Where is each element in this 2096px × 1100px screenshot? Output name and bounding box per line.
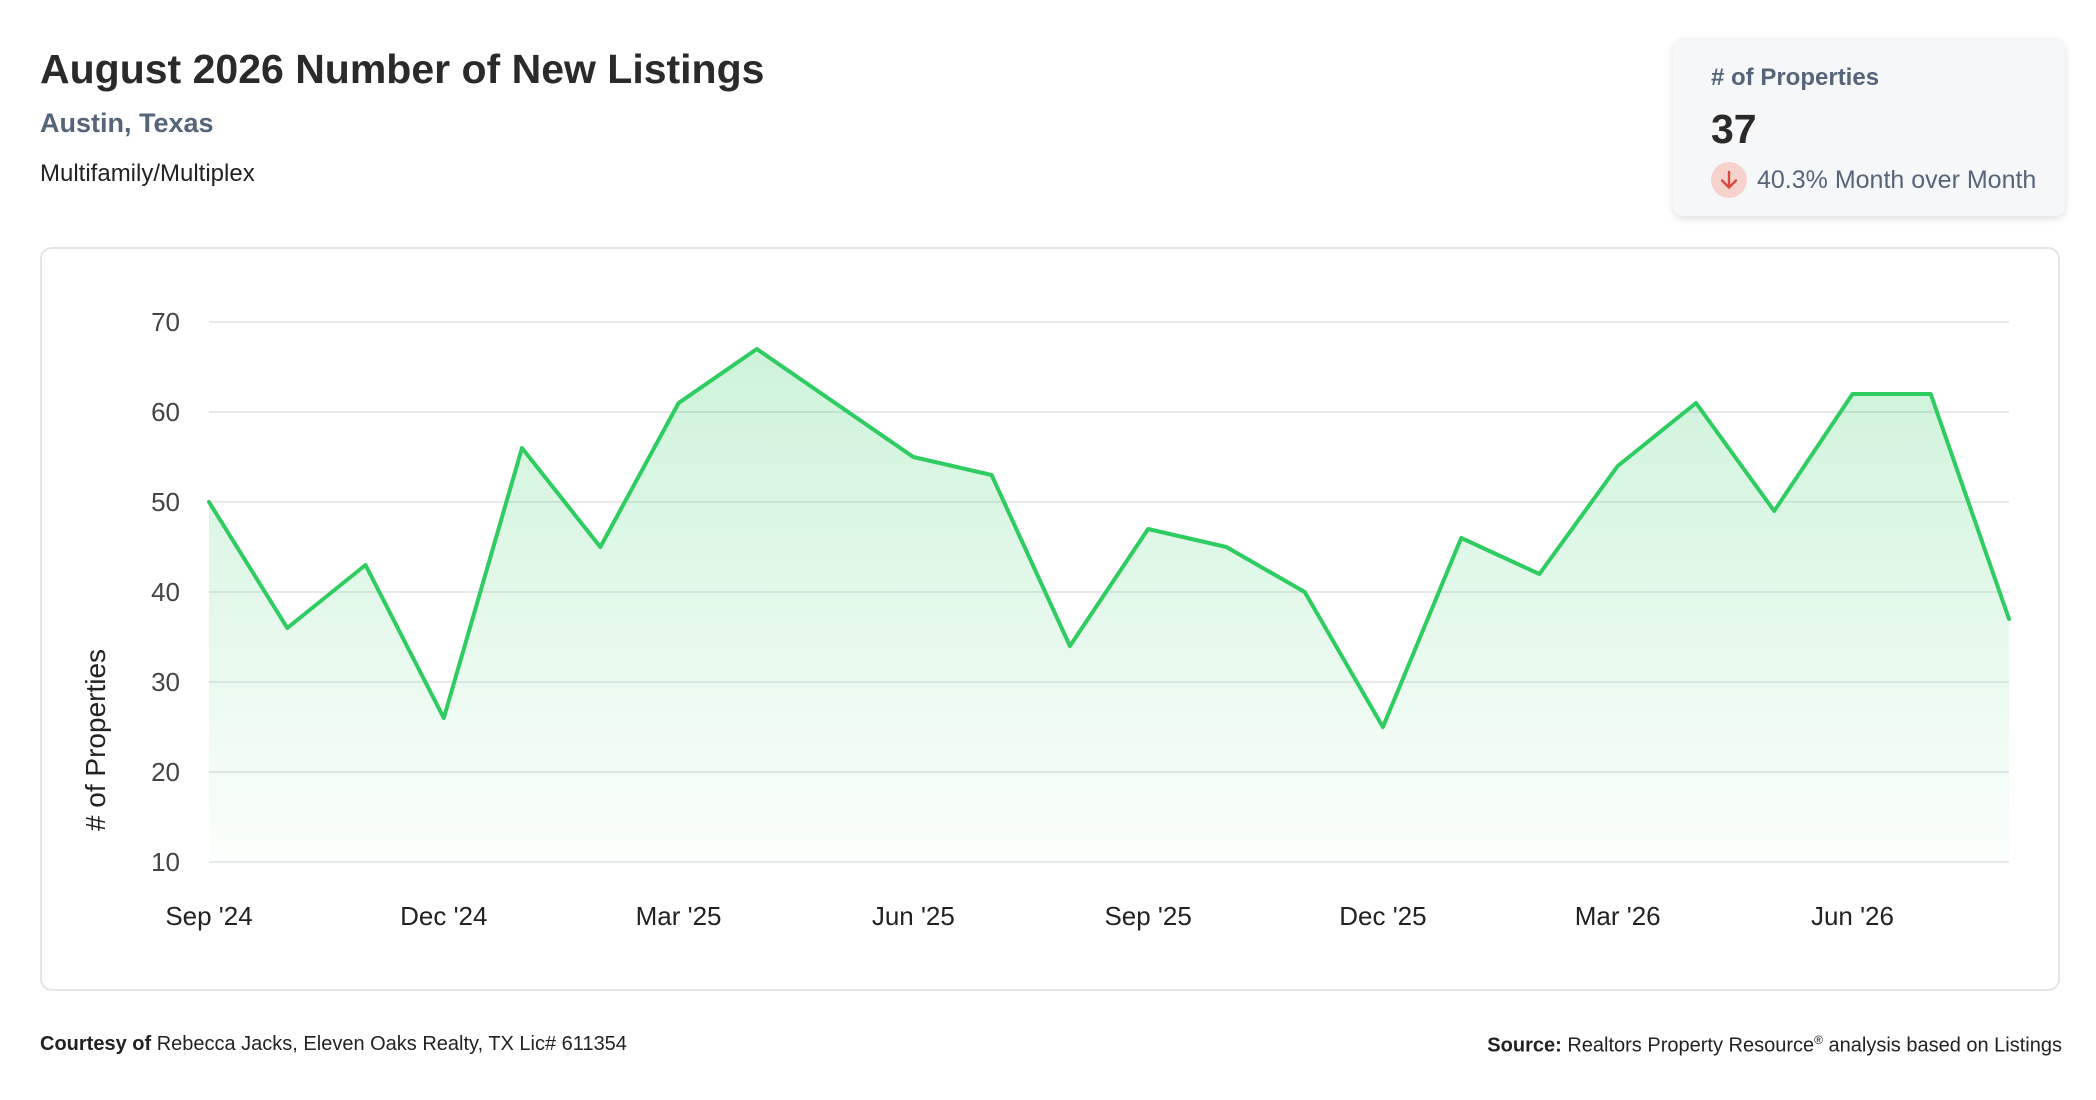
data-point-Jun '26: [1850, 392, 1854, 396]
data-point-Aug '26: [2007, 617, 2011, 621]
stat-value: 37: [1711, 106, 1757, 152]
data-point-Jul '25: [990, 473, 994, 477]
y-tick-label: 50: [151, 487, 180, 517]
data-point-Dec '25: [1381, 725, 1385, 729]
y-tick-label: 30: [151, 667, 180, 697]
area-fill: [209, 349, 2009, 862]
data-point-Mar '26: [1616, 464, 1620, 468]
y-tick-label: 40: [151, 577, 180, 607]
y-tick-label: 10: [151, 847, 180, 877]
x-axis-ticks: Sep '24 Dec '24 Mar '25 Jun '25 Sep '25 Dec '…: [165, 901, 1894, 931]
data-point-Feb '26: [1537, 572, 1541, 576]
x-tick-label: Dec '24: [400, 901, 487, 931]
x-tick-label: Mar '26: [1575, 901, 1661, 931]
data-point-Jul '26: [1929, 392, 1933, 396]
data-point-Nov '24: [364, 563, 368, 567]
y-axis-label: # of Properties: [80, 649, 111, 831]
data-point-Oct '24: [285, 626, 289, 630]
source-text: Source: Realtors Property Resource® anal…: [1487, 1033, 2062, 1058]
x-tick-label: Sep '24: [165, 901, 252, 931]
data-point-Mar '25: [677, 401, 681, 405]
data-point-Nov '25: [1303, 590, 1307, 594]
data-point-Aug '25: [1068, 644, 1072, 648]
source-rest: analysis based on Listings: [1828, 1034, 2062, 1057]
chart-svg: 10 20 30 40 50 60 70 Sep '24 Dec '24 Mar '25 Jun …: [80, 307, 2011, 931]
x-tick-label: Sep '25: [1104, 901, 1191, 931]
arrow-down-icon: [1711, 162, 1747, 198]
y-axis-ticks: 10 20 30 40 50 60 70: [151, 307, 180, 877]
data-point-Jun '25: [911, 455, 915, 459]
data-point-Feb '25: [598, 545, 602, 549]
source-label: Source:: [1487, 1034, 1562, 1057]
y-tick-label: 60: [151, 397, 180, 427]
change-text: 40.3% Month over Month: [1757, 165, 2037, 194]
data-point-Jan '26: [1459, 536, 1463, 540]
page-title: August 2026 Number of New Listings: [40, 46, 765, 92]
stat-card: # of Properties 37 40.3% Month over Mont…: [1673, 38, 2065, 216]
line-layer: [207, 347, 2011, 729]
courtesy-label: Courtesy of: [40, 1033, 152, 1055]
area-layer: [209, 349, 2009, 862]
data-point-Apr '26: [1694, 401, 1698, 405]
x-tick-label: Mar '25: [636, 901, 722, 931]
courtesy-name: Rebecca Jacks, Eleven Oaks Realty, TX Li…: [156, 1033, 627, 1055]
x-tick-label: Jun '26: [1811, 901, 1894, 931]
data-point-May '25: [833, 401, 837, 405]
courtesy-text: Courtesy of Rebecca Jacks, Eleven Oaks R…: [40, 1033, 627, 1056]
source-name: Realtors Property Resource: [1567, 1034, 1815, 1057]
data-point-Dec '24: [442, 716, 446, 720]
stat-label: # of Properties: [1711, 64, 1880, 91]
x-tick-label: Jun '25: [872, 901, 955, 931]
data-point-Apr '25: [755, 347, 759, 351]
data-point-May '26: [1772, 509, 1776, 513]
data-point-Jan '25: [520, 446, 524, 450]
stat-change: 40.3% Month over Month: [1711, 162, 2036, 198]
x-tick-label: Dec '25: [1339, 901, 1426, 931]
y-tick-label: 70: [151, 307, 180, 337]
y-tick-label: 20: [151, 757, 180, 787]
chart-frame: 10 20 30 40 50 60 70 Sep '24 Dec '24 Mar '25 Jun …: [40, 247, 2060, 991]
registered-mark: ®: [1814, 1033, 1823, 1047]
data-point-Oct '25: [1224, 545, 1228, 549]
data-point-Sep '24: [207, 500, 211, 504]
data-point-Sep '25: [1146, 527, 1150, 531]
location-subtitle: Austin, Texas: [40, 108, 214, 138]
series-line: [207, 347, 2011, 729]
property-type-label: Multifamily/Multiplex: [40, 160, 255, 187]
